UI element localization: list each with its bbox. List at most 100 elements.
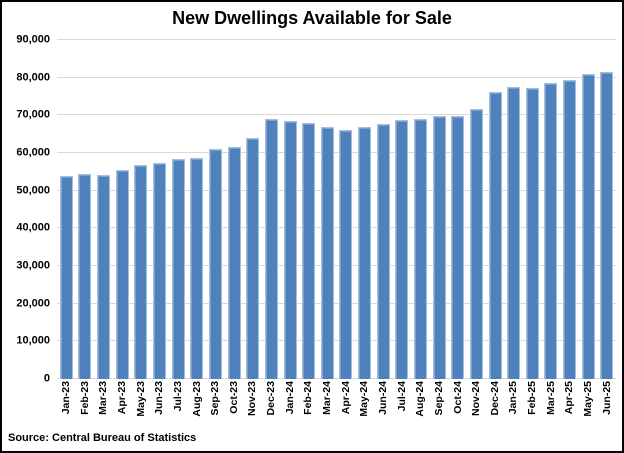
- y-tick-label: 50,000: [16, 184, 50, 197]
- bar: [432, 116, 446, 379]
- bar-slot: [187, 40, 206, 379]
- bar-slot: [579, 40, 598, 379]
- chart-title: New Dwellings Available for Sale: [172, 8, 452, 28]
- bar-slot: [94, 40, 113, 379]
- x-tick-cell: Jan-23: [57, 381, 76, 427]
- bar-slot: [243, 40, 262, 379]
- bar-slot: [467, 40, 486, 379]
- gridline: [57, 76, 616, 78]
- x-tick-cell: Mar-24: [318, 381, 337, 427]
- x-tick-label: May-24: [358, 381, 371, 417]
- bar: [544, 83, 558, 379]
- y-tick-label: 90,000: [16, 33, 50, 46]
- bar-slot: [113, 40, 132, 379]
- x-tick-label: Mar-24: [321, 381, 334, 415]
- bar: [59, 175, 73, 379]
- x-tick-cell: Feb-23: [76, 381, 95, 427]
- x-tick-cell: Apr-24: [337, 381, 356, 427]
- y-tick-label: 20,000: [16, 297, 50, 310]
- bar: [97, 175, 111, 379]
- bar: [581, 73, 595, 379]
- bar-slot: [299, 40, 318, 379]
- bar: [488, 91, 502, 379]
- x-tick-label: Dec-23: [265, 381, 278, 416]
- bar-slot: [542, 40, 561, 379]
- x-tick-cell: Jun-23: [150, 381, 169, 427]
- x-tick-cell: Mar-23: [94, 381, 113, 427]
- x-tick-label: Apr-25: [563, 381, 576, 415]
- x-tick-label: Feb-25: [526, 381, 539, 415]
- bar-slot: [262, 40, 281, 379]
- source-note: Source: Central Bureau of Statistics: [8, 432, 197, 444]
- bar-slot: [486, 40, 505, 379]
- bar-slot: [355, 40, 374, 379]
- bar: [190, 157, 204, 379]
- x-tick-cell: Mar-25: [542, 381, 561, 427]
- gridline: [57, 302, 616, 304]
- bar: [395, 120, 409, 379]
- bar-slot: [337, 40, 356, 379]
- x-tick-cell: Oct-23: [225, 381, 244, 427]
- x-tick-cell: Jul-24: [393, 381, 412, 427]
- bar: [153, 163, 167, 379]
- bar-slot: [448, 40, 467, 379]
- bar: [339, 130, 353, 379]
- x-tick-label: Jun-23: [153, 381, 166, 415]
- y-tick-label: 70,000: [16, 108, 50, 121]
- y-tick-label: 40,000: [16, 221, 50, 234]
- x-tick-label: Jun-24: [376, 381, 389, 415]
- bar-slot: [560, 40, 579, 379]
- bar-slot: [504, 40, 523, 379]
- x-tick-label: May-23: [134, 381, 147, 417]
- bar: [171, 159, 185, 379]
- x-tick-label: Jan-25: [507, 381, 520, 415]
- x-tick-cell: Aug-24: [411, 381, 430, 427]
- bar: [283, 120, 297, 379]
- x-axis: Jan-23 Feb-23 Mar-23 Apr-23 May-23 Jun-23 Jul-…: [57, 381, 616, 427]
- bar-slot: [150, 40, 169, 379]
- x-tick-cell: Sep-23: [206, 381, 225, 427]
- y-tick-label: 10,000: [16, 334, 50, 347]
- x-tick-cell: Aug-23: [187, 381, 206, 427]
- x-tick-cell: Sep-24: [430, 381, 449, 427]
- bar-slot: [169, 40, 188, 379]
- gridline: [57, 114, 616, 116]
- x-tick-label: Oct-23: [227, 381, 240, 414]
- y-tick-label: 80,000: [16, 71, 50, 84]
- bar: [320, 127, 334, 379]
- x-tick-cell: Nov-23: [243, 381, 262, 427]
- x-tick-cell: Jan-24: [281, 381, 300, 427]
- bar: [227, 146, 241, 379]
- x-tick-label: Jul-23: [171, 381, 184, 412]
- bar-slot: [598, 40, 617, 379]
- bar-slot: [132, 40, 151, 379]
- x-tick-label: Sep-23: [209, 381, 222, 416]
- bar: [208, 148, 222, 379]
- x-tick-cell: May-24: [355, 381, 374, 427]
- x-tick-cell: Oct-24: [448, 381, 467, 427]
- bar: [302, 122, 316, 379]
- gridline: [57, 39, 616, 40]
- x-tick-label: Mar-23: [97, 381, 110, 415]
- bar-slot: [411, 40, 430, 379]
- x-tick-cell: May-23: [132, 381, 151, 427]
- x-tick-cell: Jan-25: [504, 381, 523, 427]
- x-tick-label: Feb-23: [78, 381, 91, 415]
- x-tick-label: Mar-25: [544, 381, 557, 415]
- bar-slot: [225, 40, 244, 379]
- x-tick-cell: Apr-23: [113, 381, 132, 427]
- bar-slot: [76, 40, 95, 379]
- bar: [600, 72, 614, 379]
- x-tick-cell: Feb-24: [299, 381, 318, 427]
- x-tick-cell: Jun-24: [374, 381, 393, 427]
- gridline: [57, 378, 616, 379]
- bar: [413, 119, 427, 379]
- x-tick-label: Oct-24: [451, 381, 464, 414]
- x-tick-label: Aug-23: [190, 381, 203, 417]
- x-tick-cell: Jun-25: [598, 381, 617, 427]
- x-tick-label: Apr-23: [115, 381, 128, 415]
- bar-slot: [206, 40, 225, 379]
- x-tick-cell: Apr-25: [560, 381, 579, 427]
- gridline: [57, 227, 616, 229]
- x-tick-label: Jun-25: [600, 381, 613, 415]
